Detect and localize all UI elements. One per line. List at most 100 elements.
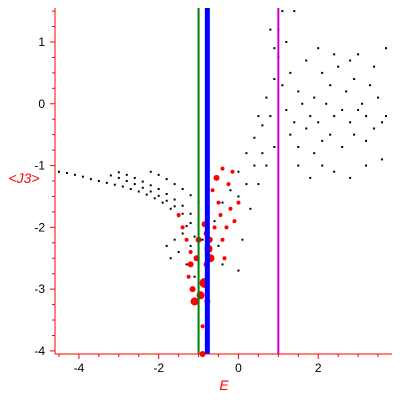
black-point (365, 115, 368, 118)
black-point (305, 59, 308, 62)
black-point (273, 47, 276, 50)
black-point (353, 133, 356, 136)
black-point (265, 96, 268, 99)
black-point (173, 238, 176, 241)
black-point (149, 184, 152, 187)
black-point (273, 78, 276, 81)
black-point (165, 178, 168, 181)
black-point (193, 235, 196, 238)
x-tick-label: 2 (315, 361, 322, 375)
black-point (173, 205, 176, 208)
black-point (261, 152, 264, 155)
red-point (226, 182, 231, 187)
black-point (169, 207, 172, 210)
red-point (200, 324, 205, 329)
black-point (185, 225, 188, 228)
red-point (187, 261, 194, 268)
black-point (373, 65, 376, 68)
black-point (321, 164, 324, 167)
black-point (333, 115, 336, 118)
red-point (186, 274, 191, 279)
black-point (273, 146, 276, 149)
black-point (129, 188, 132, 191)
black-point (305, 127, 308, 130)
black-point (165, 192, 168, 195)
black-point (189, 222, 192, 225)
black-point (265, 164, 268, 167)
y-tick-label: -2 (34, 220, 45, 234)
y-axis-title: <J3> (8, 170, 39, 186)
red-point (222, 256, 227, 261)
black-point (345, 90, 348, 93)
red-point (184, 237, 189, 242)
black-point (321, 71, 324, 74)
black-point (377, 96, 380, 99)
black-point (309, 176, 312, 179)
red-point (220, 166, 225, 171)
black-point (281, 10, 284, 13)
black-point (149, 170, 152, 173)
black-point (217, 244, 220, 247)
black-point (181, 212, 184, 215)
red-point (190, 297, 199, 306)
black-point (165, 244, 168, 247)
black-point (73, 173, 76, 176)
black-point (257, 183, 260, 186)
black-point (125, 173, 128, 176)
black-point (137, 190, 140, 193)
red-point (224, 225, 229, 230)
black-point (117, 176, 120, 179)
black-point (201, 238, 204, 241)
black-point (237, 170, 240, 173)
black-point (317, 47, 320, 50)
black-point (385, 115, 388, 118)
black-point (161, 201, 164, 204)
black-point (89, 178, 92, 181)
black-point (145, 193, 148, 196)
black-point (181, 204, 184, 207)
red-point (213, 174, 220, 181)
black-point (329, 84, 332, 87)
black-point (337, 65, 340, 68)
black-point (313, 152, 316, 155)
black-point (369, 84, 372, 87)
red-point (232, 219, 237, 224)
red-point (188, 250, 193, 255)
black-point (365, 164, 368, 167)
black-point (245, 152, 248, 155)
red-point (218, 212, 223, 217)
black-point (221, 201, 224, 204)
black-point (333, 170, 336, 173)
red-point (176, 212, 181, 217)
black-point (321, 139, 324, 142)
black-point (293, 10, 296, 13)
black-point (357, 108, 360, 111)
black-point (81, 175, 84, 178)
black-point (297, 146, 300, 149)
y-tick-label: 1 (38, 35, 45, 49)
red-point (230, 169, 235, 174)
red-point (212, 225, 217, 230)
black-point (229, 189, 232, 192)
red-point (216, 200, 221, 205)
black-point (385, 47, 388, 50)
black-point (361, 102, 364, 105)
black-point (237, 195, 240, 198)
y-tick-label: -1 (34, 159, 45, 173)
black-point (189, 212, 192, 215)
black-point (309, 115, 312, 118)
black-point (333, 53, 336, 56)
black-point (269, 115, 272, 118)
black-point (341, 108, 344, 111)
black-point (65, 171, 68, 174)
y-tick-label: -3 (34, 282, 45, 296)
black-point (221, 263, 224, 266)
black-point (349, 176, 352, 179)
black-point (125, 180, 128, 182)
black-point (189, 194, 192, 197)
black-point (349, 59, 352, 62)
red-point (228, 206, 233, 211)
black-point (185, 263, 188, 266)
red-point (189, 286, 196, 293)
